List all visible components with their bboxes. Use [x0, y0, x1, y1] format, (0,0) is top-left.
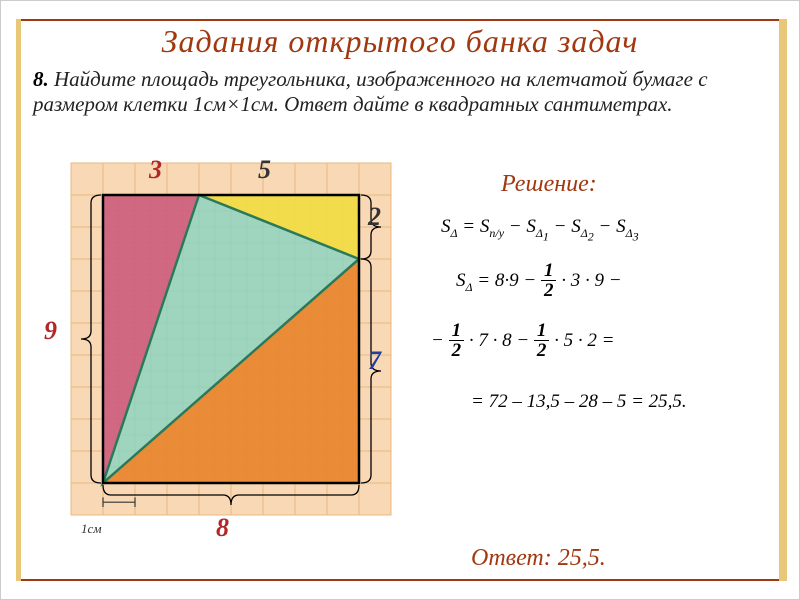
dim-2: 2 — [368, 202, 381, 232]
solution-label: Решение: — [501, 171, 597, 198]
answer: Ответ: 25,5. — [471, 545, 606, 572]
figure-svg — [36, 161, 396, 561]
dim-8: 8 — [216, 513, 229, 543]
dim-3: 3 — [149, 155, 162, 185]
dim-5: 5 — [258, 155, 271, 185]
problem-number: 8. — [33, 67, 49, 91]
decor-bar-left — [16, 19, 21, 581]
eq-3: − 12 · 7 · 8 − 12 · 5 · 2 = — [431, 321, 614, 362]
problem-text: 8. Найдите площадь треугольника, изображ… — [33, 67, 767, 117]
dim-9: 9 — [44, 316, 57, 346]
eq-4: = 72 – 13,5 – 28 – 5 = 25,5. — [471, 391, 687, 413]
dim-7: 7 — [368, 346, 381, 376]
page-title: Задания открытого банка задач — [31, 23, 769, 60]
eq-1: SΔ = Sп/у − SΔ1 − SΔ2 − SΔ3 — [441, 216, 639, 244]
slide: Задания открытого банка задач 8. Найдите… — [0, 0, 800, 600]
eq-2: SΔ = 8·9 − 12 · 3 · 9 − — [456, 261, 622, 302]
figure: 3 5 2 7 9 8 1см — [36, 161, 396, 561]
unit-label: 1см — [81, 521, 102, 537]
problem-body: Найдите площадь треугольника, изображенн… — [33, 67, 708, 116]
decor-bar-right — [779, 19, 787, 581]
